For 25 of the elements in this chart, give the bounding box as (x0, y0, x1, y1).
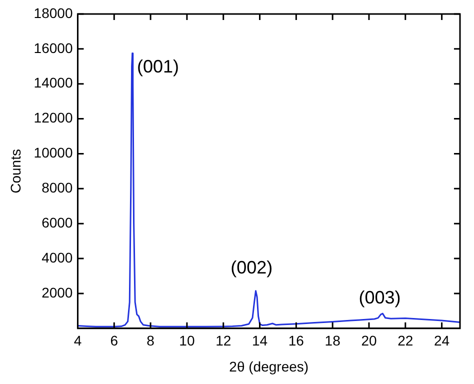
x-tick-label: 14 (252, 332, 268, 349)
y-axis-title: Counts (7, 149, 24, 194)
y-tick-label: 8000 (42, 180, 73, 196)
annotation: (001) (136, 56, 180, 76)
x-tick-label: 20 (361, 332, 377, 349)
y-tick-label: 18000 (34, 4, 73, 21)
y-tick-label: 4000 (42, 249, 73, 266)
x-tick-label: 4 (74, 332, 82, 349)
x-tick-label: 24 (434, 332, 450, 349)
x-tick-label: 16 (288, 332, 304, 349)
x-axis-title: 2θ (degrees) (229, 358, 309, 374)
x-tick-label: 22 (398, 332, 414, 349)
y-tick-label: 12000 (34, 110, 73, 126)
x-tick-label: 18 (324, 332, 341, 349)
x-tick-label: 6 (110, 332, 118, 349)
annotation: (003) (358, 288, 401, 308)
y-tick-label: 14000 (34, 74, 73, 91)
y-tick-label: 2000 (42, 284, 73, 300)
x-tick-label: 8 (146, 332, 155, 349)
y-tick-label: 6000 (42, 214, 73, 230)
y-tick-label: 16000 (34, 40, 73, 56)
x-tick-label: 12 (216, 332, 232, 349)
annotation: (002) (230, 258, 273, 278)
y-tick-label: 10000 (34, 144, 73, 161)
x-tick-label: 10 (179, 332, 195, 349)
